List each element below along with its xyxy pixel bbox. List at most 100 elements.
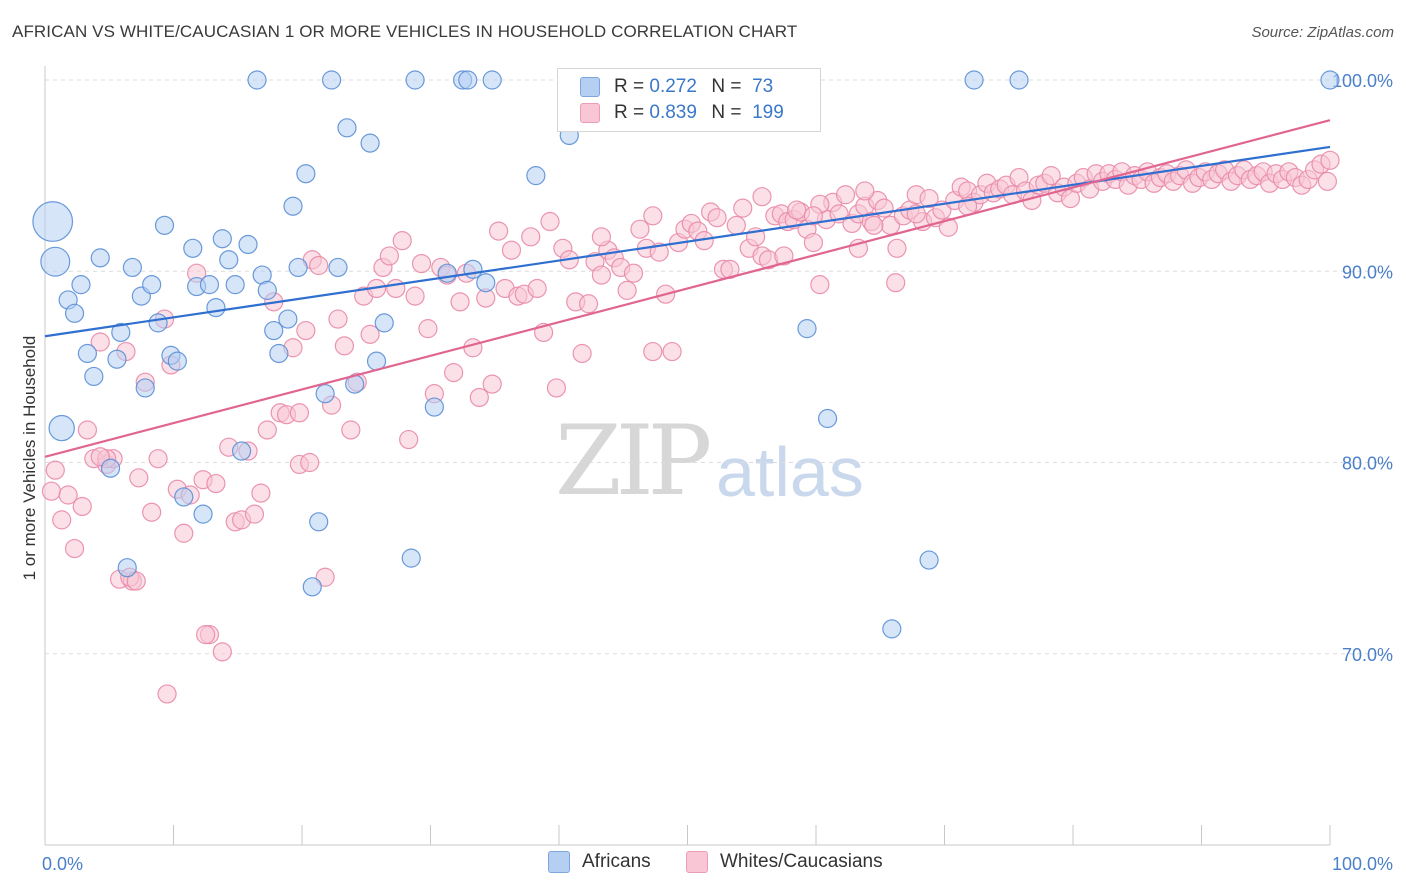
white-point-8: [90, 332, 110, 352]
white-point-67: [469, 387, 489, 408]
african-point-22: [183, 238, 203, 258]
whites-swatch: [580, 103, 600, 123]
n-label: N =: [711, 102, 742, 123]
african-point-4: [64, 303, 85, 323]
white-point-79: [546, 378, 567, 398]
white-point-26: [206, 473, 226, 494]
white-point-156: [1041, 166, 1061, 186]
white-point-84: [578, 294, 599, 314]
white-point-203: [300, 452, 320, 473]
white-point-1: [45, 460, 65, 480]
white-point-124: [835, 185, 856, 205]
african-point-35: [264, 320, 284, 341]
x-tick-label-0: 0.0%: [42, 854, 83, 874]
white-point-209: [1320, 150, 1340, 170]
african-point-37: [278, 309, 298, 329]
african-trend-line: [44, 145, 1331, 338]
african-point-11: [111, 322, 131, 343]
african-point-67: [817, 408, 838, 429]
white-point-90: [617, 280, 637, 300]
legend-item-africans[interactable]: Africans: [548, 851, 651, 873]
african-point-25: [199, 275, 220, 295]
y-tick-label-80: 80.0%: [1342, 454, 1393, 474]
african-point-56: [458, 70, 478, 90]
white-point-32: [244, 504, 265, 524]
white-point-204: [591, 227, 612, 247]
african-point-50: [374, 313, 394, 333]
white-point-69: [482, 374, 502, 394]
white-point-208: [855, 181, 875, 201]
white-point-201: [196, 625, 216, 645]
african-point-57: [463, 259, 483, 279]
african-point-60: [526, 166, 546, 186]
african-point-0: [32, 201, 74, 242]
x-tick-label-100: 100.0%: [1332, 854, 1393, 874]
african-point-71: [1009, 70, 1029, 90]
white-point-86: [591, 265, 612, 285]
white-point-40: [296, 320, 316, 341]
african-point-68: [882, 619, 902, 639]
white-point-221: [774, 246, 794, 266]
african-point-18: [154, 215, 175, 235]
white-point-66: [463, 338, 483, 358]
white-point-91: [623, 263, 644, 283]
african-point-12: [117, 558, 137, 578]
n-value: 73: [752, 76, 774, 97]
african-point-24: [193, 504, 213, 524]
african-point-52: [405, 70, 425, 90]
white-point-94: [643, 206, 663, 226]
white-point-140: [938, 217, 958, 237]
african-point-31: [238, 234, 258, 255]
source-label: Source: ZipAtlas.com: [1251, 24, 1394, 41]
african-point-29: [225, 275, 245, 295]
african-point-5: [71, 275, 91, 295]
white-point-104: [707, 208, 727, 228]
african-point-38: [283, 196, 303, 216]
white-point-108: [733, 198, 753, 218]
african-point-32: [247, 70, 267, 90]
white-point-132: [887, 238, 907, 258]
african-point-26: [206, 297, 226, 318]
n-value: 199: [752, 102, 784, 123]
n-label: N =: [711, 76, 742, 97]
white-point-59: [418, 319, 438, 339]
legend-item-whites[interactable]: Whites/Caucasians: [686, 851, 883, 873]
whites-legend-label: Whites/Caucasians: [720, 851, 883, 872]
legend-row-whites: R = 0.839 N = 199: [580, 100, 784, 126]
african-point-69: [919, 550, 939, 570]
r-label: R =: [614, 102, 645, 123]
african-point-36: [269, 343, 289, 364]
white-point-50: [360, 324, 380, 344]
african-point-54: [437, 263, 457, 283]
white-point-43: [315, 567, 335, 587]
series-legend: Africans Whites/Caucasians: [0, 851, 1406, 877]
white-point-215: [787, 200, 807, 220]
r-value: 0.272: [649, 76, 697, 97]
white-point-5: [72, 496, 92, 517]
white-point-21: [174, 523, 194, 543]
white-point-205: [643, 341, 663, 362]
african-point-39: [288, 257, 308, 278]
white-point-0: [41, 481, 62, 501]
r-label: R =: [614, 76, 645, 97]
african-point-13: [122, 257, 142, 278]
white-point-16: [142, 502, 162, 522]
y-tick-label-70: 70.0%: [1342, 645, 1393, 665]
white-point-3: [58, 485, 78, 505]
chart-title: AFRICAN VS WHITE/CAUCASIAN 1 OR MORE VEH…: [12, 22, 798, 41]
african-point-59: [482, 70, 502, 90]
white-point-58: [411, 254, 432, 274]
white-point-119: [803, 232, 824, 253]
white-point-78: [540, 211, 560, 232]
watermark-atlas: atlas: [716, 433, 864, 511]
african-point-8: [90, 248, 110, 268]
african-point-48: [360, 133, 380, 153]
white-point-55: [392, 231, 412, 251]
whites-legend-swatch: [686, 851, 708, 873]
african-point-41: [302, 577, 322, 597]
white-point-107: [726, 215, 746, 235]
y-tick-label-100: 100.0%: [1332, 71, 1393, 91]
african-point-16: [142, 275, 162, 295]
african-point-51: [401, 548, 421, 568]
african-point-53: [424, 397, 444, 417]
